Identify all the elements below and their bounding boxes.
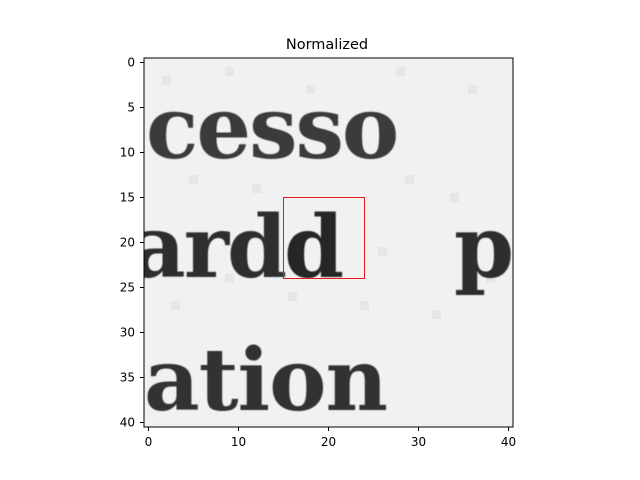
image-text-row-2-d: d [284, 197, 344, 298]
image-text-row-2-p: p [454, 197, 514, 298]
y-tick-label: 5 [127, 101, 135, 115]
y-tick-label: 20 [120, 236, 135, 250]
normalized-image: cesso ard d p ation [130, 58, 514, 431]
x-tick-label: 20 [321, 435, 336, 449]
y-tick-label: 15 [120, 191, 135, 205]
x-tick-label: 0 [145, 435, 153, 449]
highlight-box [283, 197, 365, 279]
y-tick-label: 0 [127, 56, 135, 70]
x-tick-label: 10 [231, 435, 246, 449]
x-axis-ticks: 0 10 20 30 40 [145, 427, 516, 449]
y-tick-label: 25 [120, 281, 135, 295]
x-tick-label: 40 [501, 435, 516, 449]
y-tick-label: 10 [120, 146, 135, 160]
pixel-noise [162, 67, 495, 319]
y-tick-label: 40 [120, 416, 135, 430]
figure-title: Normalized [286, 37, 368, 53]
image-text-row-1: cesso [146, 78, 397, 179]
x-tick-label: 30 [411, 435, 426, 449]
image-text-row-3: ation [144, 330, 387, 431]
y-axis-ticks: 0 5 10 15 20 25 30 35 40 [120, 56, 144, 430]
y-tick-label: 35 [120, 371, 135, 385]
y-tick-label: 30 [120, 326, 135, 340]
image-text-row-2: ard [130, 197, 286, 298]
